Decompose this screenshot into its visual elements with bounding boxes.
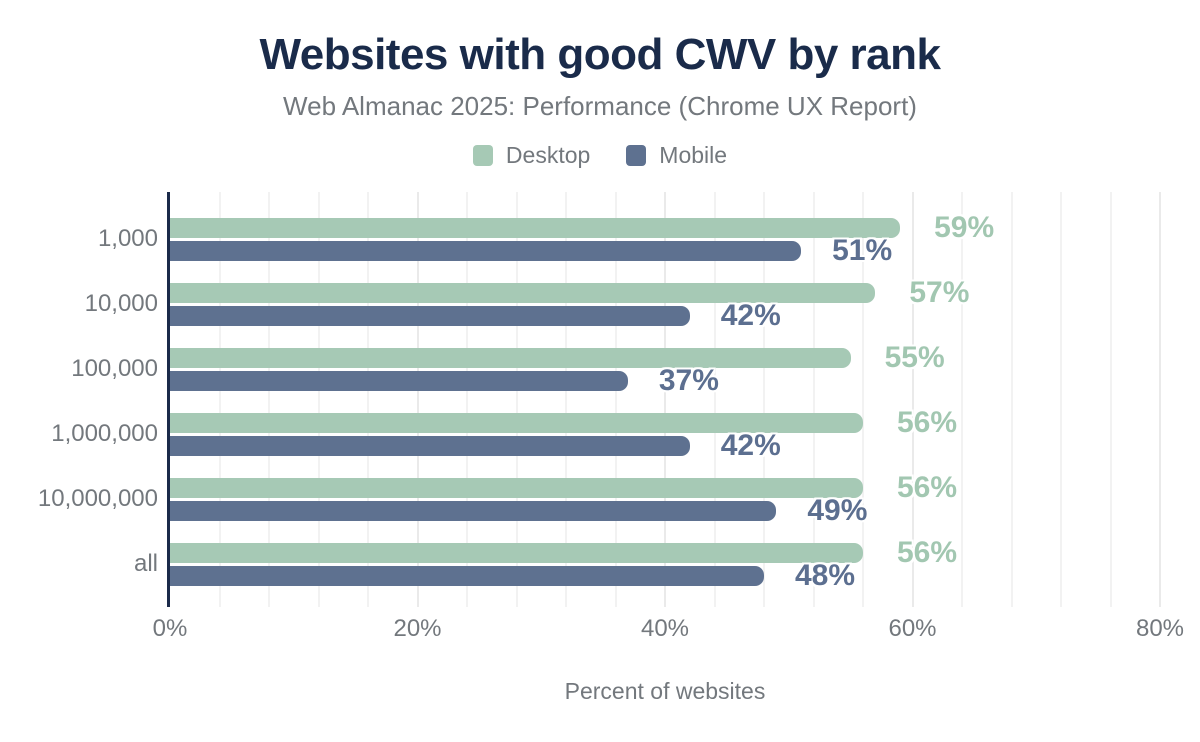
gridline-minor	[565, 192, 567, 607]
bar-mobile	[170, 435, 690, 456]
legend: Desktop Mobile	[0, 142, 1200, 169]
bar-desktop	[170, 348, 851, 368]
gridline-major	[1159, 192, 1161, 607]
bar-value-desktop: 56%	[897, 536, 958, 569]
gridline-minor	[268, 192, 270, 607]
gridline-minor	[763, 192, 765, 607]
gridline-minor	[713, 192, 716, 607]
x-tick-label: 20%	[393, 615, 442, 642]
gridline-major	[911, 192, 914, 607]
category-label: 10,000,000	[37, 485, 158, 513]
gridline-minor	[218, 192, 221, 607]
gridline-minor	[515, 192, 518, 607]
bar-value-mobile: 37%	[658, 363, 719, 397]
x-tick-label: 80%	[1135, 615, 1185, 642]
legend-swatch-mobile	[626, 145, 647, 166]
bar-mobile	[170, 305, 690, 326]
gridline-minor	[1010, 192, 1013, 607]
bar-value-desktop: 59%	[934, 211, 995, 244]
bar-desktop	[170, 218, 901, 238]
gridline-minor	[862, 192, 864, 607]
chart-title: Websites with good CWV by rank	[259, 30, 941, 79]
bar-value-desktop: 57%	[909, 276, 970, 309]
bar-value-mobile: 42%	[720, 428, 781, 462]
legend-label: Mobile	[659, 142, 728, 168]
bar-mobile	[170, 370, 628, 391]
bar-desktop	[170, 478, 863, 498]
bar-mobile	[170, 500, 777, 521]
gridline-major	[664, 192, 666, 607]
chart-subtitle: Web Almanac 2025: Performance (Chrome UX…	[283, 91, 917, 121]
legend-item-mobile: Mobile	[626, 142, 727, 169]
gridline-minor	[812, 192, 815, 607]
bar-desktop	[170, 413, 863, 433]
x-axis-title: Percent of websites	[564, 678, 766, 704]
bar-value-mobile: 48%	[795, 558, 856, 592]
gridline-minor	[1060, 192, 1062, 607]
category-label: 10,000	[84, 290, 158, 318]
gridline-minor	[367, 192, 369, 607]
gridline-major	[416, 192, 419, 607]
bar-value-mobile: 51%	[832, 233, 893, 267]
gridline-minor	[614, 192, 617, 607]
gridline-minor	[317, 192, 320, 607]
x-tick-label: 0%	[152, 615, 188, 642]
legend-item-desktop: Desktop	[472, 142, 591, 169]
bar-value-desktop: 55%	[884, 341, 945, 374]
bar-value-mobile: 49%	[807, 493, 868, 527]
category-label: 100,000	[71, 355, 158, 383]
bar-desktop	[170, 543, 863, 563]
legend-label: Desktop	[505, 142, 591, 168]
category-label: 1,000,000	[51, 420, 158, 448]
category-label: all	[133, 550, 158, 578]
bar-value-desktop: 56%	[897, 471, 958, 504]
bar-value-desktop: 56%	[897, 406, 958, 439]
plot-area: 59% 51% 57% 42% 55% 37% 56% 42% 56% 49% 56% 48%	[167, 192, 1161, 607]
x-tick-label: 40%	[640, 615, 690, 642]
bar-value-mobile: 42%	[720, 298, 781, 332]
legend-swatch-desktop	[472, 145, 493, 166]
y-axis-line	[167, 192, 170, 607]
category-label: 1,000	[97, 225, 158, 253]
x-tick-label: 60%	[888, 615, 937, 642]
bar-mobile	[170, 565, 764, 586]
gridline-minor	[466, 192, 468, 607]
bar-desktop	[170, 283, 876, 303]
gridline-minor	[1109, 192, 1112, 607]
bar-mobile	[170, 240, 802, 261]
gridline-minor	[961, 192, 963, 607]
